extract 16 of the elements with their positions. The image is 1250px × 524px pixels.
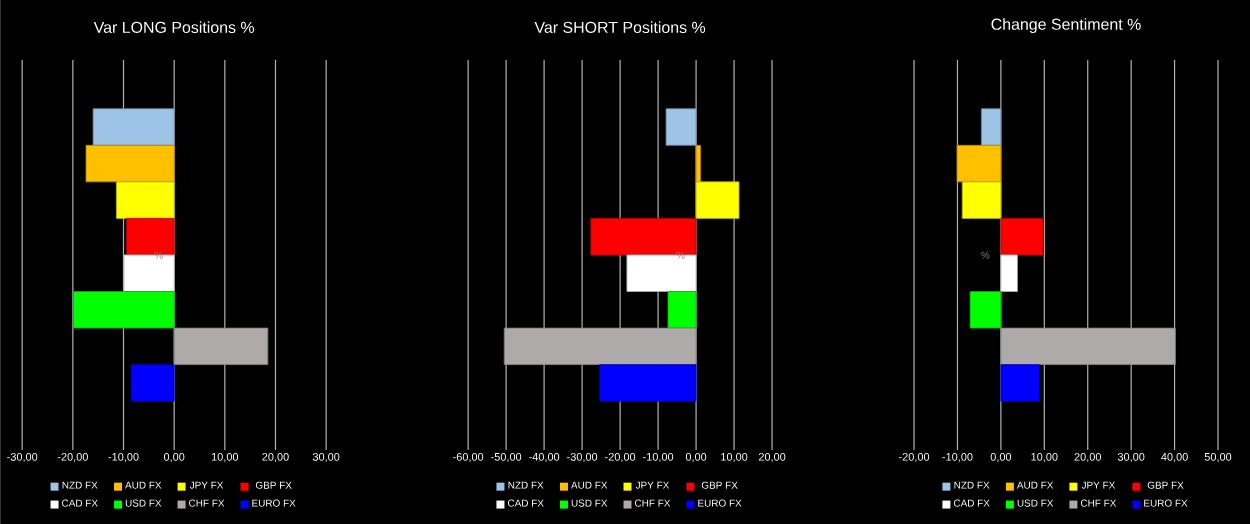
bar [961,181,1002,219]
bar [599,364,697,402]
bar [980,108,1002,146]
bar [665,108,697,146]
bar [695,181,740,219]
bar [1000,364,1040,402]
bar [1000,218,1044,256]
bar [956,144,1002,183]
bar [626,254,697,292]
bar [667,291,697,329]
bar [1000,327,1176,366]
bar [969,291,1002,329]
bar [1000,254,1018,292]
bar [590,218,697,256]
bar [695,144,702,183]
bar [503,327,697,366]
